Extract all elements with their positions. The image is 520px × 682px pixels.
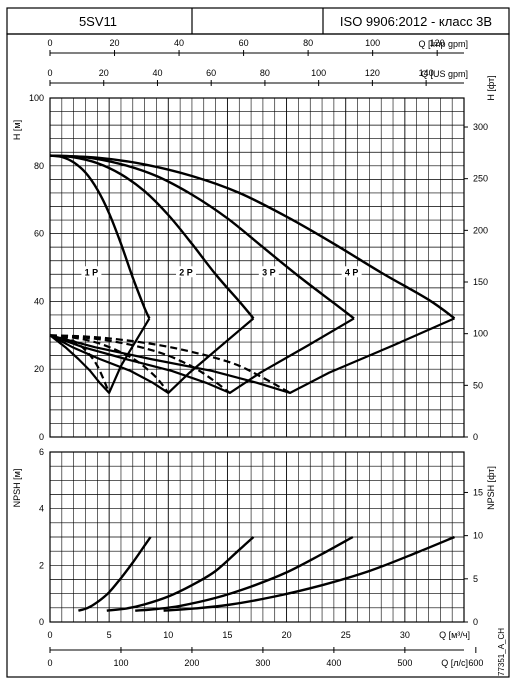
bottom-axis-tick-label: 400 [326, 658, 341, 668]
top-axis-us-tick-label: 40 [152, 68, 162, 78]
head-curve-2p [49, 154, 255, 320]
x-axis-tick-label: 0 [47, 630, 52, 640]
top-axis-imp-tick-label: 40 [174, 38, 184, 48]
x-axis-tick-label: 10 [163, 630, 173, 640]
head-curve-4p [49, 154, 456, 320]
npsh-grid-frame [49, 451, 465, 623]
curve-label: 2 P [179, 267, 193, 277]
top-axis-imp-tick-label: 0 [47, 38, 52, 48]
npsh-right-axis-title: NPSH [фт] [486, 466, 496, 510]
top-axis-imp-tick-label: 60 [239, 38, 249, 48]
bottom-axis-title: Q [л/с] [441, 658, 468, 668]
top-axis-imp-tick-label: 20 [110, 38, 120, 48]
head-right-tick-label: 150 [473, 277, 488, 287]
head-right-tick-label: 300 [473, 122, 488, 132]
top-axis-us-tick-label: 60 [206, 68, 216, 78]
top-axis-us-title: Q [US gpm] [421, 69, 468, 79]
top-axis-us-tick-label: 100 [311, 68, 326, 78]
bottom-axis-tick-label: 100 [113, 658, 128, 668]
header-standard: ISO 9906:2012 - класс 3B [340, 14, 492, 29]
top-axis-us-tick-label: 20 [99, 68, 109, 78]
bottom-axis-tick-label: 500 [397, 658, 412, 668]
top-axis-imp-tick-label: 80 [303, 38, 313, 48]
top-axis-us-tick-label: 140 [419, 68, 434, 78]
footer-code: 77351_A_CH [497, 628, 506, 676]
head-right-tick-label: 100 [473, 329, 488, 339]
head-y-tick-label: 20 [34, 364, 44, 374]
npsh-curve-2 [106, 536, 255, 612]
npsh-y-tick-label: 0 [39, 617, 44, 627]
head-y-tick-label: 100 [29, 93, 44, 103]
npsh-curve-1 [78, 536, 152, 612]
curve-label: 1 P [85, 267, 99, 277]
outer-frame [6, 33, 510, 678]
head-y-tick-label: 0 [39, 432, 44, 442]
head-boundary-line [49, 317, 255, 394]
head-grid-frame [49, 97, 465, 438]
top-axis-imp-tick-label: 120 [430, 38, 445, 48]
head-curve-1p [49, 154, 151, 319]
npsh-y-axis-title: NPSH [м] [12, 469, 22, 508]
npsh-curve-3 [135, 535, 354, 612]
head-curve-3p [49, 154, 355, 320]
head-right-tick-label: 250 [473, 174, 488, 184]
bottom-axis-tick-label: 200 [184, 658, 199, 668]
x-axis-tick-label: 15 [222, 630, 232, 640]
npsh-right-tick-label: 0 [473, 617, 478, 627]
header-box: 5SV11 ISO 9906:2012 - класс 3B [6, 7, 510, 35]
head-dashed-curve [49, 334, 111, 394]
x-axis-title: Q [м³/ч] [439, 630, 470, 640]
head-boundary-line [49, 317, 151, 394]
curve-label: 4 P [345, 267, 359, 277]
head-right-tick-label: 200 [473, 225, 488, 235]
head-y-axis-title: H [м] [12, 120, 22, 140]
x-axis-tick-label: 30 [400, 630, 410, 640]
head-right-axis-title: H [фт] [486, 75, 496, 100]
bottom-axis-tick-label: 600 [468, 658, 483, 668]
npsh-right-tick-label: 5 [473, 574, 478, 584]
x-axis-tick-label: 20 [282, 630, 292, 640]
x-axis-tick-label: 25 [341, 630, 351, 640]
head-y-tick-label: 60 [34, 229, 44, 239]
curve-label-bg [81, 266, 102, 278]
top-axis-us-tick-label: 80 [260, 68, 270, 78]
curve-label: 3 P [262, 267, 276, 277]
npsh-curve-4 [163, 535, 455, 612]
head-boundary-line [49, 317, 355, 394]
head-dashed-curve [49, 334, 170, 394]
curve-label-bg [341, 266, 362, 278]
head-right-tick-label: 0 [473, 432, 478, 442]
x-axis-tick-label: 5 [107, 630, 112, 640]
top-axis-imp-tick-label: 100 [365, 38, 380, 48]
header-model: 5SV11 [79, 14, 117, 29]
head-right-tick-label: 50 [473, 380, 483, 390]
head-y-tick-label: 80 [34, 161, 44, 171]
bottom-axis-tick-label: 0 [47, 658, 52, 668]
npsh-right-tick-label: 10 [473, 531, 483, 541]
head-boundary-line [49, 317, 455, 394]
bottom-axis-tick-label: 300 [255, 658, 270, 668]
npsh-y-tick-label: 6 [39, 447, 44, 457]
top-axis-us-tick-label: 0 [47, 68, 52, 78]
curve-label-bg [258, 266, 279, 278]
curve-label-bg [176, 266, 197, 278]
head-dashed-curve [49, 334, 291, 394]
top-axis-imp-title: Q [Imp gpm] [418, 39, 468, 49]
head-y-tick-label: 40 [34, 296, 44, 306]
npsh-right-tick-label: 15 [473, 487, 483, 497]
npsh-y-tick-label: 2 [39, 560, 44, 570]
npsh-y-tick-label: 4 [39, 504, 44, 514]
top-axis-us-tick-label: 120 [365, 68, 380, 78]
